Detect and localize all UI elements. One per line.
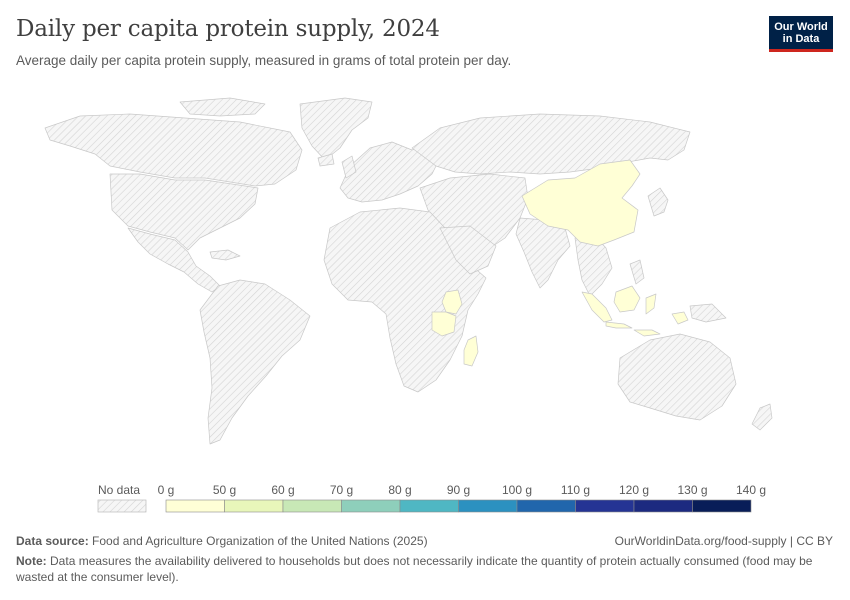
legend-swatch[interactable] [282, 499, 342, 513]
footer-source: Data source: Food and Agriculture Organi… [16, 534, 833, 548]
arabian-peninsula-shape[interactable] [439, 225, 497, 275]
note-label: Note: [16, 554, 47, 568]
kenya-shape[interactable] [441, 289, 463, 315]
japan-shape[interactable] [647, 187, 669, 217]
sumatra-shape[interactable] [581, 291, 613, 323]
chart-title: Daily per capita protein supply, 2024 [16, 16, 440, 42]
legend-swatch[interactable] [399, 499, 459, 513]
legend-tick-label: 0 g [158, 483, 175, 497]
java-shape[interactable] [605, 321, 633, 329]
africa-shape[interactable] [323, 207, 487, 393]
timor-leste-shape[interactable] [671, 311, 689, 325]
iceland-shape[interactable] [317, 153, 335, 167]
legend-tick-label: 120 g [619, 483, 649, 497]
legend-swatch[interactable] [633, 499, 693, 513]
owid-logo[interactable]: Our World in Data [769, 16, 833, 52]
legend-swatch[interactable] [516, 499, 576, 513]
usa-shape[interactable] [109, 173, 259, 251]
philippines-shape[interactable] [629, 259, 645, 285]
borneo-shape[interactable] [613, 285, 641, 313]
uk-ireland-shape[interactable] [341, 155, 357, 179]
legend-swatch[interactable] [224, 499, 284, 513]
south-america-shape[interactable] [199, 279, 311, 445]
legend-no-data-label: No data [98, 483, 140, 497]
legend-tick-label: 90 g [447, 483, 470, 497]
legend-no-data-swatch[interactable] [97, 499, 147, 513]
papua-new-guinea-shape[interactable] [689, 303, 727, 323]
legend-tick-label: 100 g [502, 483, 532, 497]
logo-line-1: Our World [774, 21, 828, 33]
source-label: Data source: [16, 534, 89, 548]
madagascar-shape[interactable] [463, 335, 479, 367]
china-shape[interactable] [521, 159, 641, 247]
north-america-north-shape[interactable] [44, 113, 303, 187]
legend-tick-label: 110 g [561, 483, 590, 497]
world-map [44, 97, 773, 445]
legend-swatch[interactable] [165, 499, 225, 513]
arctic-islands-shape[interactable] [179, 97, 266, 117]
caribbean-shape[interactable] [209, 249, 241, 261]
lesser-sunda-islands-shape[interactable] [633, 329, 661, 337]
sulawesi-shape[interactable] [645, 293, 657, 315]
legend-tick-label: 50 g [213, 483, 236, 497]
legend-tick-label: 130 g [677, 483, 707, 497]
footer-note: Note: Data measures the availability del… [16, 553, 833, 585]
legend-tick-label: 70 g [330, 483, 353, 497]
new-zealand-shape[interactable] [751, 403, 773, 431]
legend-swatch[interactable] [341, 499, 401, 513]
color-legend: No data 0 g 50 g 60 g 70 g 80 g 90 g 100 g 110 … [97, 483, 766, 513]
tanzania-shape[interactable] [431, 311, 457, 337]
chart-subtitle: Average daily per capita protein supply,… [16, 53, 512, 68]
greenland-shape[interactable] [299, 97, 373, 161]
australia-shape[interactable] [617, 333, 737, 421]
source-text: Food and Agriculture Organization of the… [92, 534, 428, 548]
legend-tick-label: 140 g [736, 483, 766, 497]
legend-tick-label: 80 g [388, 483, 411, 497]
legend-tick-label: 60 g [271, 483, 294, 497]
note-text: Data measures the availability delivered… [16, 554, 813, 584]
legend-swatch[interactable] [575, 499, 635, 513]
source-url-link[interactable]: OurWorldinData.org/food-supply | CC BY [614, 534, 833, 548]
logo-line-2: in Data [782, 33, 820, 45]
russia-shape[interactable] [411, 113, 691, 175]
legend-swatch[interactable] [692, 499, 752, 513]
legend-swatch[interactable] [458, 499, 518, 513]
